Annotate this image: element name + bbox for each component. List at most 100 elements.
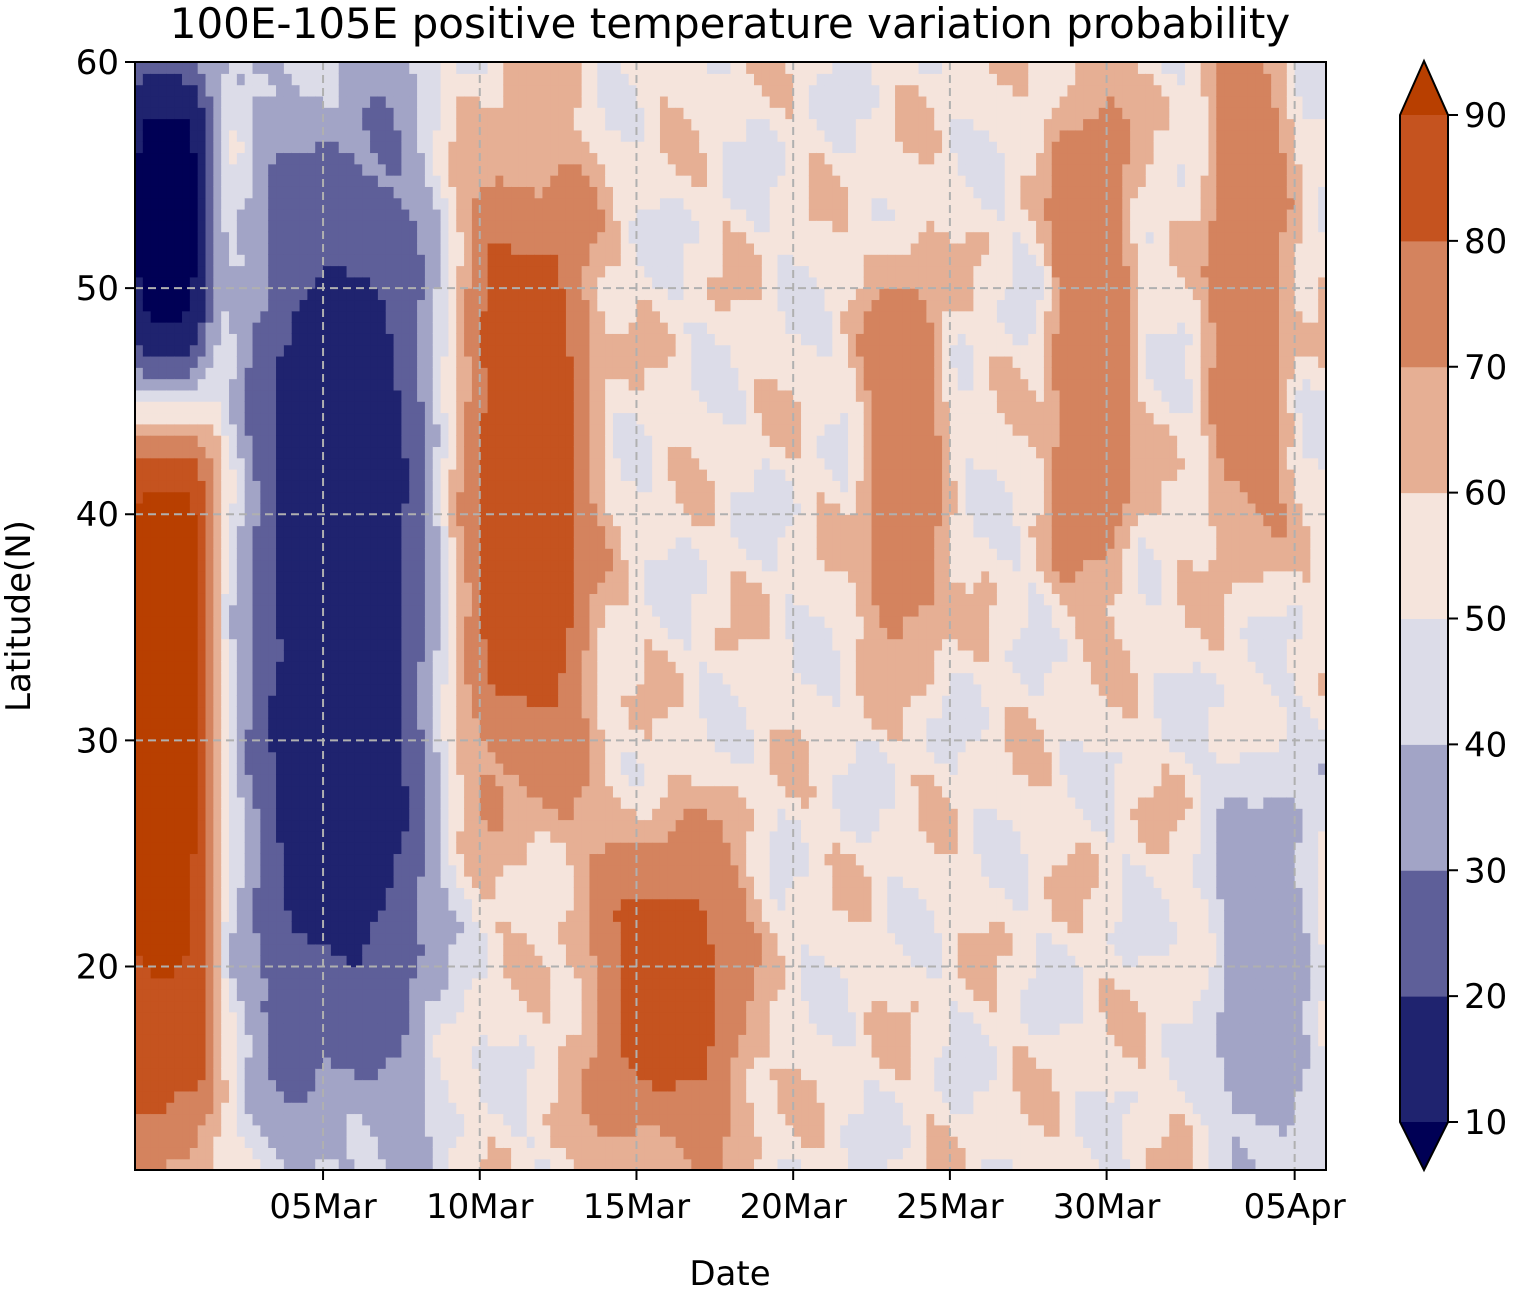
heatmap-cell	[495, 796, 504, 809]
heatmap-cell	[299, 1045, 308, 1058]
heatmap-cell	[393, 1023, 403, 1035]
heatmap-cell	[268, 989, 277, 1002]
heatmap-cell	[182, 299, 191, 312]
heatmap-cell	[166, 141, 175, 154]
heatmap-cell	[197, 864, 207, 877]
heatmap-cell	[338, 502, 348, 515]
heatmap-cell	[495, 107, 504, 120]
heatmap-cell	[385, 921, 395, 934]
heatmap-cell	[283, 265, 293, 278]
heatmap-cell	[291, 593, 301, 606]
heatmap-cell	[221, 242, 230, 255]
heatmap-cell	[448, 932, 457, 945]
heatmap-cell	[135, 118, 144, 131]
heatmap-cell	[268, 1090, 277, 1103]
heatmap-cell	[166, 118, 175, 131]
heatmap-cell	[503, 62, 512, 74]
heatmap-cell	[268, 1136, 277, 1148]
heatmap-cell	[323, 231, 332, 244]
heatmap-cell	[354, 163, 363, 176]
heatmap-cell	[362, 254, 371, 267]
heatmap-cell	[315, 491, 324, 504]
heatmap-cell	[487, 1113, 497, 1126]
heatmap-cell	[299, 830, 308, 843]
heatmap-cell	[464, 514, 473, 527]
heatmap-cell	[401, 514, 410, 527]
heatmap-cell	[354, 197, 363, 210]
heatmap-cell	[174, 1147, 183, 1160]
heatmap-cell	[424, 604, 434, 617]
heatmap-cell	[323, 559, 332, 572]
heatmap-cell	[158, 401, 167, 414]
heatmap-cell	[362, 118, 371, 131]
heatmap-cell	[291, 220, 301, 233]
heatmap-cell	[315, 627, 324, 640]
heatmap-cell	[464, 1034, 473, 1047]
heatmap-cell	[401, 84, 410, 97]
heatmap-cell	[182, 548, 191, 561]
heatmap-cell	[197, 661, 207, 674]
heatmap-cell	[213, 536, 222, 549]
heatmap-cell	[252, 921, 261, 934]
heatmap-cell	[291, 265, 301, 278]
heatmap-cell	[166, 909, 175, 922]
heatmap-cell	[221, 186, 230, 199]
heatmap-cell	[276, 751, 285, 764]
heatmap-cell	[307, 152, 316, 165]
heatmap-cell	[236, 62, 246, 74]
heatmap-cell	[346, 220, 355, 233]
heatmap-cell	[479, 231, 489, 244]
heatmap-cell	[142, 751, 152, 764]
heatmap-cell	[252, 774, 261, 787]
heatmap-cell	[283, 989, 293, 1002]
heatmap-cell	[323, 514, 332, 527]
heatmap-cell	[346, 548, 355, 561]
heatmap-cell	[511, 830, 520, 843]
heatmap-cell	[150, 616, 160, 628]
heatmap-cell	[417, 344, 426, 357]
heatmap-cell	[448, 1136, 457, 1148]
heatmap-cell	[299, 389, 308, 402]
heatmap-cell	[283, 921, 293, 934]
heatmap-cell	[252, 751, 261, 764]
heatmap-cell	[158, 220, 167, 233]
heatmap-cell	[166, 502, 175, 515]
heatmap-cell	[229, 989, 238, 1002]
heatmap-cell	[354, 322, 363, 334]
heatmap-cell	[456, 378, 465, 391]
heatmap-cell	[174, 95, 183, 108]
heatmap-cell	[291, 118, 301, 131]
heatmap-cell	[221, 310, 230, 323]
heatmap-cell	[150, 254, 160, 267]
heatmap-cell	[440, 695, 450, 708]
heatmap-cell	[385, 469, 395, 481]
heatmap-cell	[495, 1011, 504, 1024]
heatmap-cell	[526, 344, 536, 357]
heatmap-cell	[487, 129, 497, 142]
heatmap-cell	[338, 288, 348, 301]
heatmap-cell	[276, 977, 285, 990]
heatmap-cell	[346, 367, 355, 380]
heatmap-cell	[182, 73, 191, 86]
heatmap-cell	[291, 751, 301, 764]
heatmap-cell	[417, 322, 426, 334]
heatmap-cell	[432, 638, 442, 651]
heatmap-cell	[205, 853, 214, 866]
heatmap-cell	[291, 175, 301, 187]
heatmap-cell	[158, 989, 167, 1002]
heatmap-cell	[385, 536, 395, 549]
heatmap-cell	[409, 389, 418, 402]
heatmap-cell	[323, 582, 332, 594]
heatmap-cell	[213, 197, 222, 210]
heatmap-cell	[291, 672, 301, 685]
heatmap-cell	[526, 729, 536, 741]
heatmap-cell	[291, 107, 301, 120]
heatmap-cell	[503, 1113, 512, 1126]
heatmap-cell	[479, 95, 489, 108]
heatmap-cell	[417, 627, 426, 640]
heatmap-cell	[252, 1158, 261, 1171]
heatmap-cell	[448, 1023, 457, 1035]
heatmap-cell	[229, 265, 238, 278]
heatmap-cell	[487, 299, 497, 312]
heatmap-cell	[330, 570, 340, 583]
